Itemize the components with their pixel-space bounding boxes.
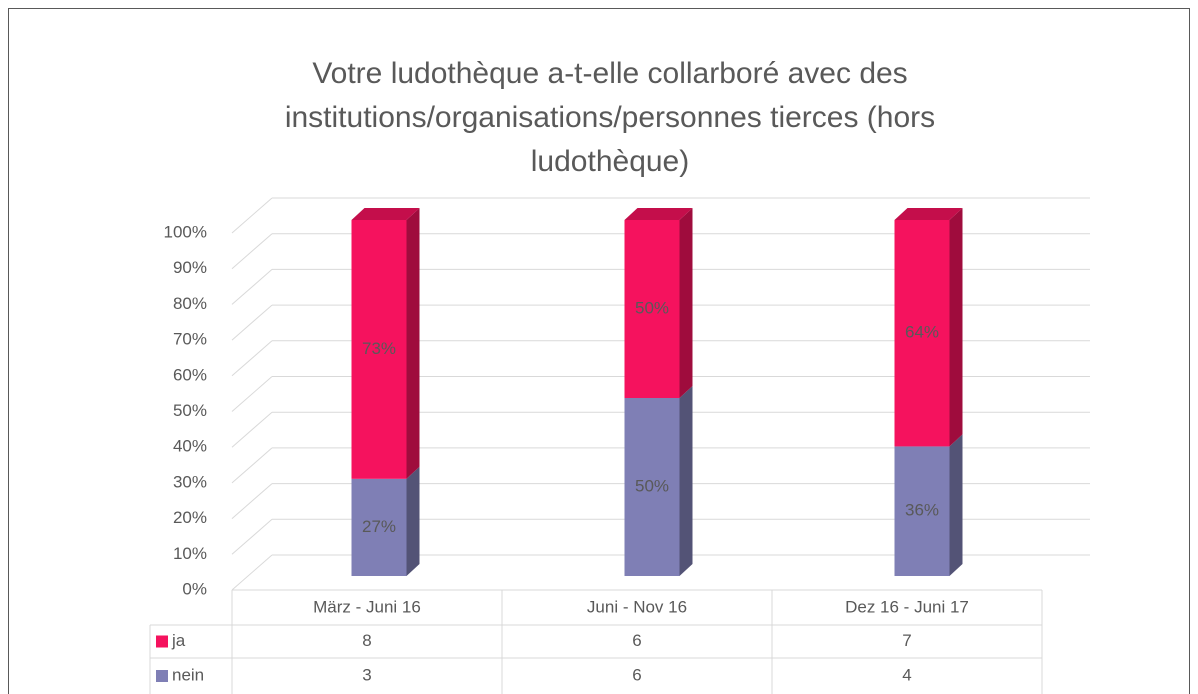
y-tick-label: 20% (173, 508, 207, 527)
grid-line (231, 197, 273, 234)
grid-line (231, 411, 273, 448)
legend-label: nein (172, 665, 204, 684)
table-cell: 6 (632, 665, 641, 684)
data-label: 73% (362, 339, 396, 358)
bar-side (679, 208, 693, 398)
grid-line (231, 340, 273, 377)
y-tick-label: 30% (173, 472, 207, 491)
bar-segment (351, 220, 407, 479)
x-tick-label: Juni - Nov 16 (587, 597, 687, 616)
chart-title: Votre ludothèque a-t-elle collarboré ave… (312, 57, 907, 90)
y-tick-label: 100% (164, 222, 207, 241)
table-cell: 7 (902, 631, 911, 650)
bar-segment (624, 220, 680, 398)
table-cell: 8 (362, 631, 371, 650)
chart-title: ludothèque) (531, 145, 689, 178)
bar-top (894, 208, 963, 220)
grid-line (231, 233, 273, 270)
bar-segment (624, 398, 680, 576)
chart-border (8, 8, 1190, 694)
y-tick-label: 10% (173, 544, 207, 563)
data-label: 36% (905, 501, 939, 520)
y-tick-label: 80% (173, 294, 207, 313)
table-cell: 6 (632, 631, 641, 650)
y-tick-label: 60% (173, 365, 207, 384)
data-label: 27% (362, 517, 396, 536)
table-cell: 4 (902, 665, 911, 684)
bar-side (679, 386, 693, 576)
x-tick-label: März - Juni 16 (313, 597, 421, 616)
table-cell: 3 (362, 665, 371, 684)
legend-key (156, 635, 168, 648)
data-label: 50% (635, 476, 669, 495)
bar-side (949, 434, 963, 576)
bar-segment (351, 478, 407, 576)
grid-line (231, 518, 273, 555)
grid-line (231, 376, 273, 412)
y-tick-label: 90% (173, 258, 207, 277)
grid-line (231, 554, 273, 591)
legend-key (156, 670, 168, 682)
bar-segment (894, 220, 950, 447)
y-tick-label: 70% (173, 330, 207, 349)
grid-line (231, 483, 273, 519)
legend-label: ja (171, 631, 186, 650)
bar-segment (894, 446, 950, 576)
data-label: 64% (905, 323, 939, 342)
bar-side (406, 208, 420, 479)
y-tick-label: 40% (173, 437, 207, 456)
y-tick-label: 0% (182, 579, 207, 598)
data-label: 50% (635, 298, 669, 317)
grid-line (231, 304, 273, 341)
bar-side (406, 466, 420, 576)
chart-title: institutions/organisations/personnes tie… (285, 101, 935, 134)
x-tick-label: Dez 16 - Juni 17 (845, 597, 969, 616)
grid-line (231, 447, 273, 484)
grid-line (231, 269, 273, 305)
bar-side (949, 208, 963, 447)
y-tick-label: 50% (173, 401, 207, 420)
bar-top (624, 208, 693, 220)
bar-top (351, 208, 420, 220)
